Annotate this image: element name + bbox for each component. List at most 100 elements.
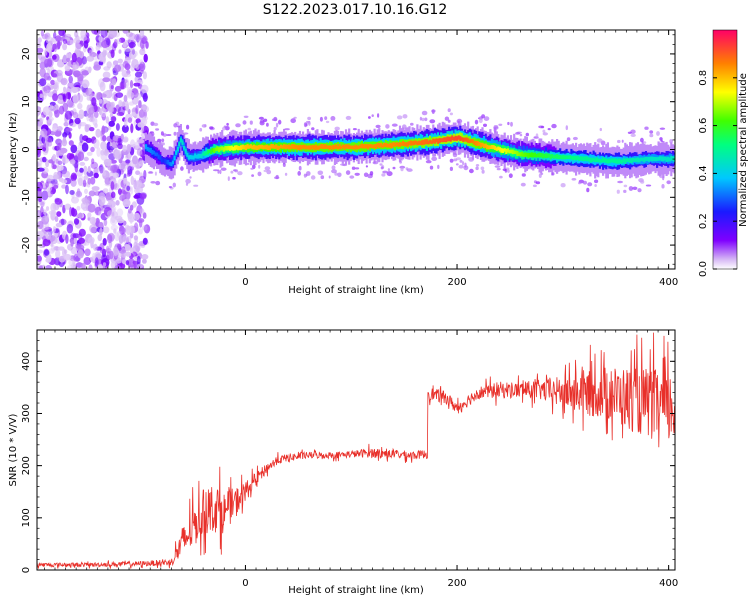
noise-speckle	[125, 159, 131, 164]
ridge-cell	[652, 156, 655, 161]
noise-speckle	[142, 225, 148, 231]
sidelobe-speck	[644, 126, 649, 130]
sidelobe-speck	[306, 171, 311, 176]
ridge-cell	[632, 157, 635, 162]
ridge-cell	[419, 140, 422, 145]
sidelobe-speck	[532, 184, 537, 188]
colorbar-label: Normalized spectral amplitude	[738, 73, 749, 227]
noise-speckle	[102, 135, 107, 142]
noise-speckle	[48, 111, 53, 118]
ridge-cell	[605, 158, 608, 164]
noise-speckle	[68, 140, 74, 146]
ridge-cell	[513, 150, 516, 154]
sidelobe-speck	[656, 131, 660, 136]
noise-speckle	[117, 58, 124, 64]
snr-ytick-label: 200	[21, 456, 32, 475]
ridge	[144, 108, 675, 194]
ridge-cell	[462, 137, 465, 142]
ridge-cell	[270, 144, 273, 149]
ridge-cell	[551, 154, 554, 158]
ridge-cell	[536, 153, 540, 158]
ridge-cell	[368, 143, 371, 148]
sidelobe-speck	[449, 158, 454, 163]
sidelobe-speck	[307, 116, 311, 121]
snr-ytick-label: 400	[21, 352, 32, 371]
ridge-cell	[635, 157, 638, 162]
noise-speckle	[72, 233, 80, 239]
noise-speckle	[98, 195, 106, 206]
ridge-cell	[589, 157, 592, 163]
sidelobe-speck	[185, 182, 189, 186]
ridge-cell	[503, 148, 506, 152]
noise-speckle	[102, 226, 110, 234]
noise-speckle	[124, 63, 131, 71]
spectrogram-xtick-label: 400	[659, 277, 678, 288]
noise-speckle	[118, 249, 127, 254]
noise-speckle	[74, 43, 82, 50]
colorbar-tick-label: 0.2	[698, 213, 709, 229]
noise-speckle	[71, 208, 78, 217]
noise-speckle	[85, 88, 93, 96]
ridge-cell	[438, 138, 441, 143]
sidelobe-speck	[328, 175, 331, 179]
noise-speckle	[89, 216, 97, 225]
noise-speckle	[83, 165, 88, 176]
noise-speckle	[100, 108, 107, 118]
noise-speckle	[133, 212, 141, 221]
noise-speckle	[66, 99, 74, 108]
sidelobe-speck	[410, 122, 414, 126]
noise-speckle	[96, 147, 101, 158]
sidelobe-speck	[148, 171, 153, 173]
ridge-cell	[343, 144, 346, 150]
sidelobe-speck	[594, 179, 599, 184]
noise-speckle	[125, 103, 130, 112]
noise-speckle	[69, 122, 77, 128]
ridge-cell	[535, 153, 538, 158]
noise-speckle	[57, 171, 61, 180]
noise-speckle	[98, 98, 103, 104]
noise-speckle	[133, 235, 139, 241]
snr-frame	[36, 329, 676, 571]
ridge-cell	[392, 142, 395, 147]
ridge-cell	[329, 145, 332, 151]
ridge-cell	[571, 156, 574, 161]
ridge-cell	[621, 160, 624, 164]
ridge-cell	[237, 145, 240, 151]
sidelobe-speck	[578, 181, 581, 185]
noise-speckle	[52, 154, 57, 162]
sidelobe-speck	[499, 175, 503, 179]
ridge-cell	[152, 150, 156, 155]
ridge-cell	[356, 145, 359, 150]
noise-speckle	[126, 185, 131, 191]
ridge-cell	[583, 156, 586, 162]
ridge-cell	[264, 145, 267, 150]
ridge-cell	[429, 139, 432, 144]
ridge-cell	[290, 144, 294, 149]
noise-speckle	[54, 232, 58, 238]
noise-speckle	[69, 206, 73, 217]
ridge-cell	[308, 145, 311, 150]
ridge-cell	[560, 155, 563, 160]
ridge-cell	[179, 138, 182, 142]
noise-speckle	[62, 43, 68, 51]
ridge-cell	[337, 146, 340, 150]
sidelobe-speck	[251, 174, 255, 177]
ridge-cell	[475, 140, 478, 146]
sidelobe-speck	[290, 118, 297, 124]
sidelobe-speck	[284, 172, 288, 176]
noise-speckle	[83, 40, 89, 49]
noise-speckle	[63, 86, 67, 93]
sidelobe-speck	[263, 118, 268, 123]
sidelobe-speck	[257, 171, 262, 177]
sidelobe-speck	[456, 118, 463, 124]
noise-speckle	[109, 30, 118, 38]
sidelobe-speck	[185, 178, 191, 184]
ridge-cell	[529, 153, 532, 157]
sidelobe-speck	[317, 170, 324, 176]
noise-speckle	[86, 112, 90, 122]
ridge-cell	[313, 145, 316, 151]
sidelobe-speck	[542, 132, 548, 136]
noise-speckle	[110, 224, 119, 231]
ridge-cell	[197, 153, 200, 159]
ridge-cell	[156, 152, 159, 157]
